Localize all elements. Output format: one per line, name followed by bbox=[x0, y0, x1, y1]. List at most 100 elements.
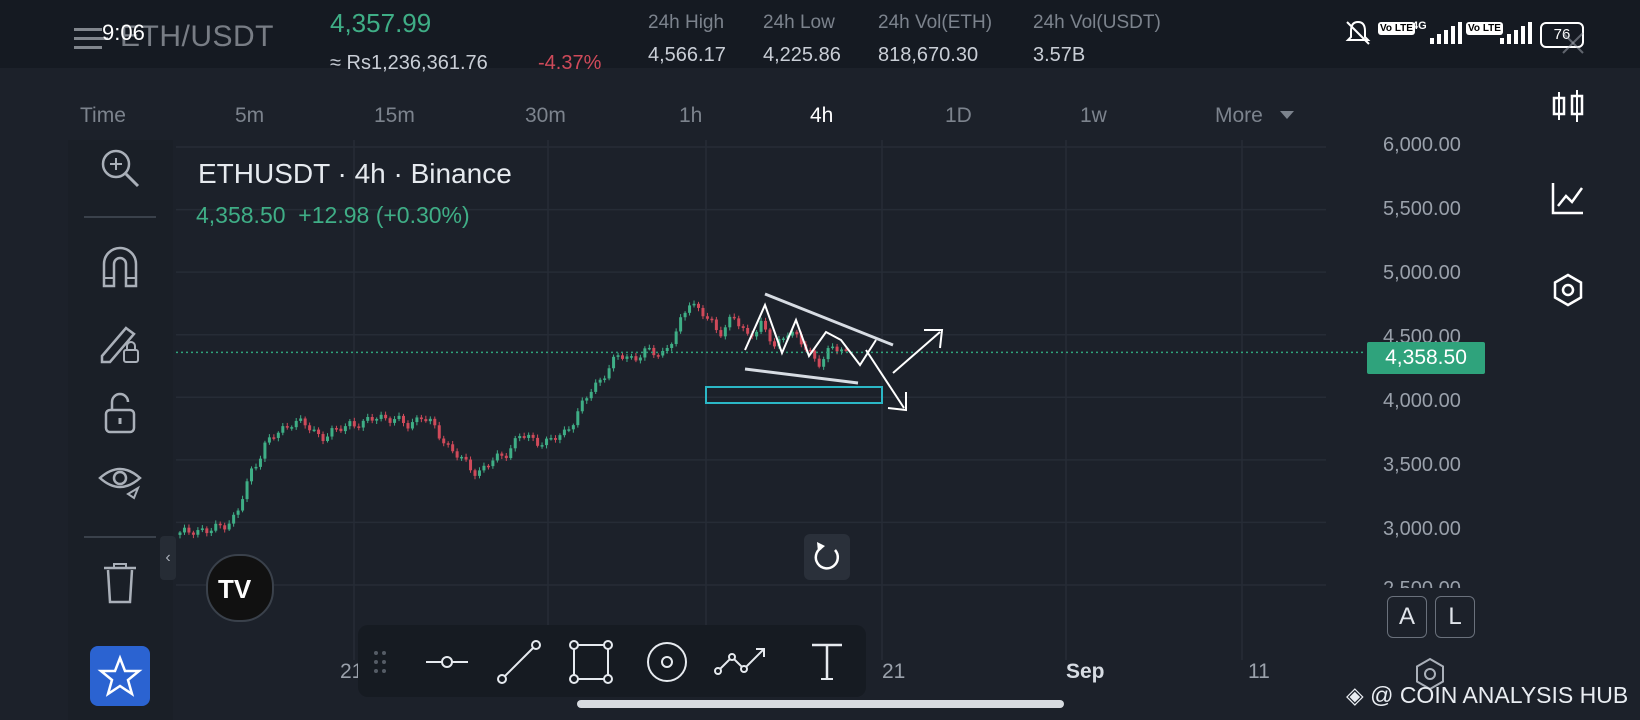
interval-5m[interactable]: 5m bbox=[235, 104, 265, 127]
chart-settings-icon[interactable] bbox=[1412, 656, 1448, 692]
close-icon[interactable] bbox=[1560, 30, 1586, 61]
candle bbox=[509, 448, 513, 459]
top-bar bbox=[0, 0, 1640, 68]
last-price: 4,357.99 bbox=[330, 8, 432, 38]
candle bbox=[272, 437, 276, 439]
text-tool-icon[interactable] bbox=[804, 639, 850, 685]
log-scale-button[interactable]: L bbox=[1435, 596, 1475, 638]
chart-grid bbox=[176, 140, 1326, 660]
candle bbox=[236, 510, 240, 515]
horizontal-line-tool-icon[interactable] bbox=[424, 639, 470, 685]
candle bbox=[473, 470, 477, 476]
interval-1h[interactable]: 1h bbox=[679, 104, 703, 127]
mute-icon bbox=[1343, 18, 1373, 53]
candle bbox=[366, 417, 370, 421]
indicators-icon[interactable] bbox=[1550, 180, 1586, 216]
trash-icon[interactable] bbox=[98, 560, 142, 604]
chevron-down-icon[interactable] bbox=[1280, 108, 1294, 126]
candle bbox=[250, 468, 254, 482]
candle bbox=[844, 349, 848, 351]
candle bbox=[299, 418, 303, 421]
candle bbox=[822, 359, 826, 367]
eye-icon[interactable] bbox=[98, 460, 142, 504]
candle bbox=[263, 442, 267, 459]
candle bbox=[634, 356, 638, 361]
candle bbox=[585, 398, 589, 401]
interval-time[interactable]: Time bbox=[80, 104, 126, 127]
zoom-in-icon[interactable] bbox=[98, 146, 142, 190]
candle bbox=[460, 456, 464, 459]
candle bbox=[795, 331, 799, 335]
candle bbox=[290, 427, 294, 429]
candle bbox=[719, 330, 723, 337]
candle bbox=[419, 417, 423, 420]
candle bbox=[326, 436, 330, 442]
candle bbox=[500, 453, 504, 456]
interval-more[interactable]: More bbox=[1215, 104, 1263, 127]
magnet-icon[interactable] bbox=[98, 246, 142, 290]
candle bbox=[513, 438, 517, 449]
candle bbox=[545, 438, 549, 446]
candle bbox=[446, 443, 450, 445]
rectangle-tool-icon[interactable] bbox=[568, 639, 614, 685]
candle bbox=[437, 425, 441, 439]
candle bbox=[285, 426, 289, 428]
candle bbox=[553, 438, 557, 440]
candle bbox=[594, 382, 598, 392]
interval-15m[interactable]: 15m bbox=[374, 104, 415, 127]
x-tick: 21 bbox=[882, 660, 906, 683]
candle bbox=[401, 415, 405, 424]
candle bbox=[612, 356, 616, 369]
candle bbox=[258, 458, 262, 467]
fiat-price: ≈ Rs1,236,361.76 bbox=[330, 52, 488, 74]
path-tool-icon[interactable] bbox=[714, 639, 770, 685]
auto-scale-button[interactable]: A bbox=[1387, 596, 1427, 638]
candle bbox=[656, 355, 660, 357]
candle bbox=[728, 316, 732, 328]
candle bbox=[312, 429, 316, 432]
interval-1w[interactable]: 1w bbox=[1080, 104, 1107, 127]
pair-title[interactable]: ETH/USDT bbox=[120, 20, 274, 53]
candles-icon[interactable] bbox=[1550, 88, 1586, 124]
settings-icon[interactable] bbox=[1550, 272, 1586, 308]
collapse-panel-button[interactable]: ‹ bbox=[160, 536, 176, 580]
candle bbox=[737, 318, 741, 327]
signal-icon-2 bbox=[1500, 22, 1534, 51]
candle bbox=[652, 347, 656, 356]
stat-vol-usdt-label: 24h Vol(USDT) bbox=[1033, 12, 1161, 33]
arrow-up-head bbox=[924, 329, 944, 349]
interval-1d[interactable]: 1D bbox=[945, 104, 972, 127]
candle bbox=[469, 459, 473, 471]
unlock-icon[interactable] bbox=[98, 390, 142, 434]
drag-handle-icon[interactable] bbox=[368, 639, 392, 685]
interval-4h[interactable]: 4h bbox=[810, 104, 834, 127]
price-chart[interactable] bbox=[176, 140, 1496, 660]
candle bbox=[245, 481, 249, 500]
interval-30m[interactable]: 30m bbox=[525, 104, 566, 127]
stat-low-value: 4,225.86 bbox=[763, 44, 841, 66]
candle bbox=[375, 418, 379, 421]
home-indicator[interactable] bbox=[577, 700, 1064, 708]
reset-chart-button[interactable] bbox=[804, 534, 850, 580]
candle bbox=[182, 527, 186, 533]
tradingview-logo: TV bbox=[206, 554, 274, 622]
favorite-button[interactable] bbox=[90, 646, 150, 706]
candle bbox=[433, 418, 437, 426]
candle bbox=[562, 429, 566, 436]
arrow-up bbox=[892, 331, 941, 374]
candle bbox=[710, 318, 714, 321]
trend-line-tool-icon[interactable] bbox=[496, 639, 542, 685]
x-tick: Sep bbox=[1066, 660, 1105, 683]
candle bbox=[679, 317, 683, 332]
candle bbox=[665, 347, 669, 351]
draw-lock-icon[interactable] bbox=[98, 320, 142, 364]
candle bbox=[607, 368, 611, 379]
circle-tool-icon[interactable] bbox=[644, 639, 690, 685]
candle bbox=[205, 528, 209, 534]
candle bbox=[580, 400, 584, 412]
candle bbox=[625, 356, 629, 359]
candle bbox=[455, 451, 459, 458]
candle bbox=[241, 499, 245, 511]
menu-icon[interactable] bbox=[74, 26, 108, 50]
candle bbox=[357, 426, 361, 428]
